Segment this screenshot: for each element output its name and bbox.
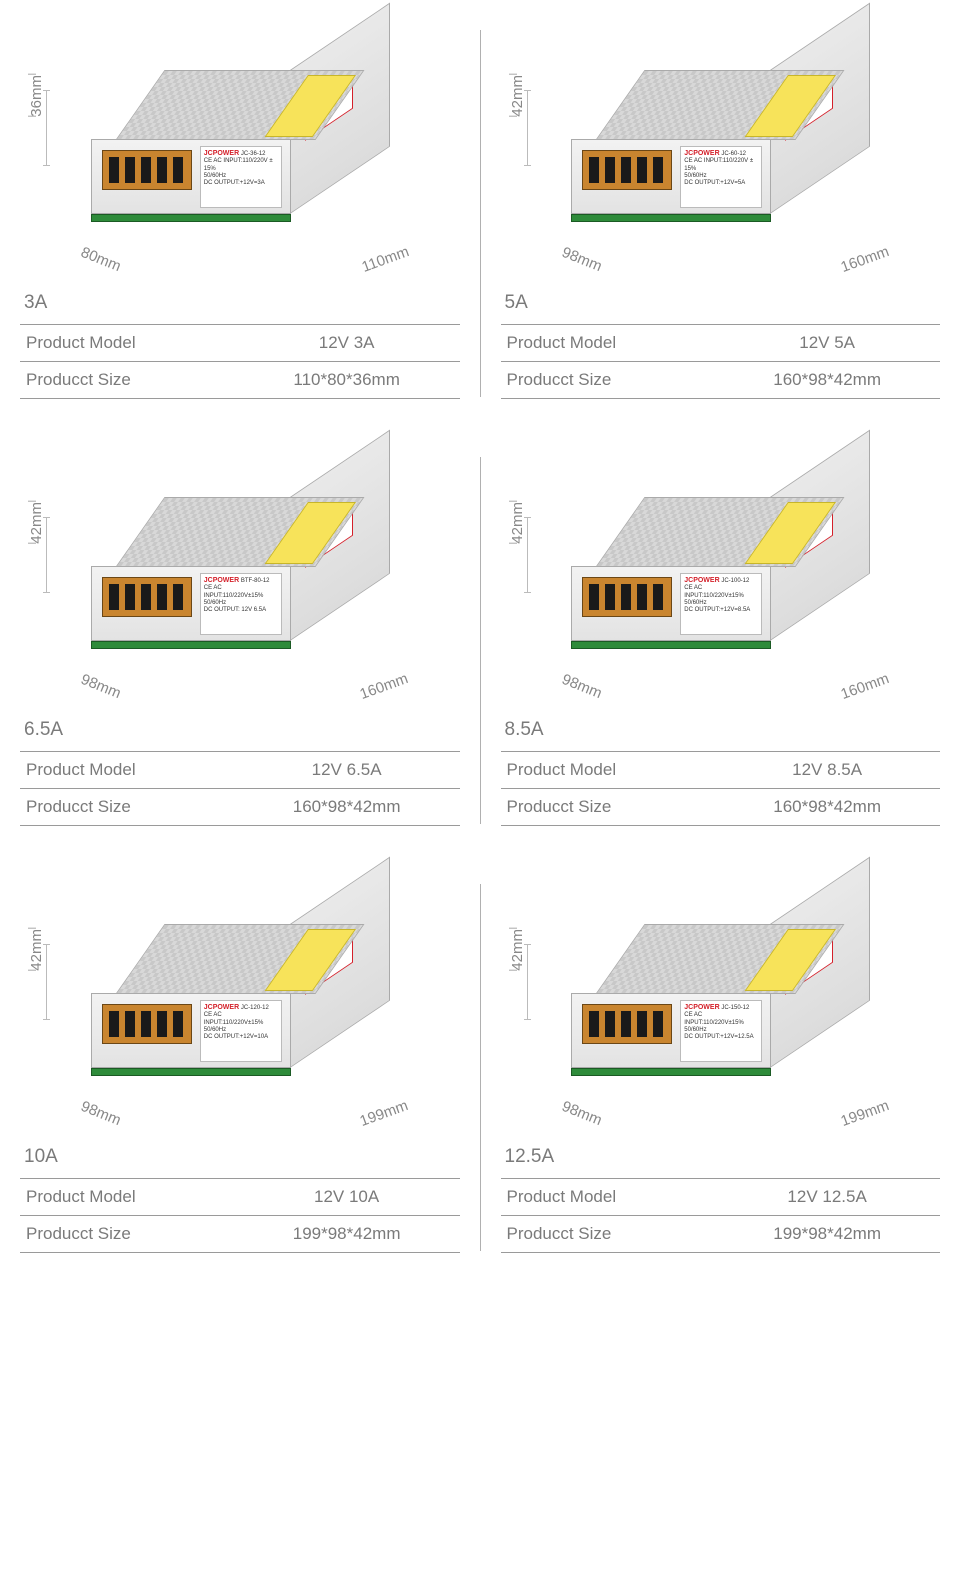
dim-height: 42mm — [28, 929, 45, 971]
table-row: Product Model 12V 10A — [20, 1178, 460, 1215]
terminal-block-icon — [582, 577, 672, 617]
row-value: 199*98*42mm — [720, 1224, 934, 1244]
terminal-block-icon — [582, 150, 672, 190]
table-row: Producct Size 199*98*42mm — [501, 1215, 941, 1253]
row-value: 12V 10A — [240, 1187, 454, 1207]
psu-label: JCPOWER JC-60-12 CE AC INPUT:110/220V ± … — [680, 146, 762, 208]
row-label: Producct Size — [507, 370, 721, 390]
row-label: Product Model — [26, 1187, 240, 1207]
dim-length: 199mm — [358, 1097, 411, 1130]
dim-width: 98mm — [78, 671, 123, 702]
spec-title: 10A — [20, 1140, 460, 1178]
row-value: 160*98*42mm — [240, 797, 454, 817]
dim-length: 160mm — [839, 243, 892, 276]
row-label: Producct Size — [26, 797, 240, 817]
spec-table: 5A Product Model 12V 5A Producct Size 16… — [501, 286, 941, 399]
product-cell: 36mm PASSQC:5 JCPOWER JC-36-12 CE AC INP… — [0, 0, 480, 427]
row-value: 12V 3A — [240, 333, 454, 353]
row-value: 12V 6.5A — [240, 760, 454, 780]
product-cell: 42mm PASSQC:5 JCPOWER JC-60-12 CE AC INP… — [481, 0, 960, 427]
row-value: 160*98*42mm — [720, 797, 934, 817]
dim-length: 199mm — [839, 1097, 892, 1130]
psu-illustration: PASSQC:5 JCPOWER JC-36-12 CE AC INPUT:11… — [100, 70, 380, 230]
spec-table: 10A Product Model 12V 10A Producct Size … — [20, 1140, 460, 1253]
row-label: Producct Size — [507, 1224, 721, 1244]
dim-width: 98mm — [78, 1098, 123, 1129]
spec-table: 12.5A Product Model 12V 12.5A Producct S… — [501, 1140, 941, 1253]
terminal-block-icon — [102, 577, 192, 617]
dim-length: 160mm — [358, 670, 411, 703]
table-row: Product Model 12V 6.5A — [20, 751, 460, 788]
row-label: Product Model — [507, 1187, 721, 1207]
product-image: 42mm PASSQC:5 JCPOWER JC-120-12 CE AC IN… — [20, 874, 460, 1134]
row-label: Product Model — [26, 760, 240, 780]
dim-width: 98mm — [559, 244, 604, 275]
spec-title: 8.5A — [501, 713, 941, 751]
row-label: Product Model — [507, 760, 721, 780]
row-label: Product Model — [26, 333, 240, 353]
table-row: Producct Size 160*98*42mm — [20, 788, 460, 826]
dim-length: 160mm — [839, 670, 892, 703]
psu-illustration: PASSQC:5 JCPOWER JC-150-12 CE AC INPUT:1… — [580, 924, 860, 1084]
dim-width: 98mm — [559, 1098, 604, 1129]
dim-height: 42mm — [509, 929, 526, 971]
dim-length: 110mm — [359, 243, 411, 276]
product-cell: 42mm PASSQC:5 JCPOWER JC-150-12 CE AC IN… — [481, 854, 960, 1281]
row-label: Producct Size — [26, 370, 240, 390]
row-value: 160*98*42mm — [720, 370, 934, 390]
psu-label: JCPOWER BTF-80-12 CE AC INPUT:110/220V±1… — [200, 573, 282, 635]
product-cell: 42mm PASSQC:5 JCPOWER JC-120-12 CE AC IN… — [0, 854, 480, 1281]
product-cell: 42mm PASSQC:5 JCPOWER JC-100-12 CE AC IN… — [481, 427, 960, 854]
spec-title: 5A — [501, 286, 941, 324]
table-row: Producct Size 160*98*42mm — [501, 788, 941, 826]
table-row: Product Model 12V 12.5A — [501, 1178, 941, 1215]
table-row: Producct Size 199*98*42mm — [20, 1215, 460, 1253]
table-row: Product Model 12V 3A — [20, 324, 460, 361]
psu-label: JCPOWER JC-36-12 CE AC INPUT:110/220V ± … — [200, 146, 282, 208]
row-label: Product Model — [507, 333, 721, 353]
dim-width: 80mm — [78, 244, 123, 275]
dim-height: 42mm — [28, 502, 45, 544]
psu-illustration: PASSQC:5 JCPOWER BTF-80-12 CE AC INPUT:1… — [100, 497, 380, 657]
product-grid: 36mm PASSQC:5 JCPOWER JC-36-12 CE AC INP… — [0, 0, 960, 1281]
psu-label: JCPOWER JC-150-12 CE AC INPUT:110/220V±1… — [680, 1000, 762, 1062]
spec-title: 12.5A — [501, 1140, 941, 1178]
terminal-block-icon — [102, 150, 192, 190]
psu-label: JCPOWER JC-120-12 CE AC INPUT:110/220V±1… — [200, 1000, 282, 1062]
psu-illustration: PASSQC:5 JCPOWER JC-60-12 CE AC INPUT:11… — [580, 70, 860, 230]
psu-illustration: PASSQC:5 JCPOWER JC-120-12 CE AC INPUT:1… — [100, 924, 380, 1084]
row-value: 199*98*42mm — [240, 1224, 454, 1244]
table-row: Product Model 12V 5A — [501, 324, 941, 361]
psu-illustration: PASSQC:5 JCPOWER JC-100-12 CE AC INPUT:1… — [580, 497, 860, 657]
spec-table: 6.5A Product Model 12V 6.5A Producct Siz… — [20, 713, 460, 826]
product-cell: 42mm PASSQC:5 JCPOWER BTF-80-12 CE AC IN… — [0, 427, 480, 854]
spec-table: 8.5A Product Model 12V 8.5A Producct Siz… — [501, 713, 941, 826]
terminal-block-icon — [582, 1004, 672, 1044]
dim-height: 42mm — [509, 75, 526, 117]
psu-label: JCPOWER JC-100-12 CE AC INPUT:110/220V±1… — [680, 573, 762, 635]
row-value: 12V 5A — [720, 333, 934, 353]
spec-title: 6.5A — [20, 713, 460, 751]
product-image: 36mm PASSQC:5 JCPOWER JC-36-12 CE AC INP… — [20, 20, 460, 280]
row-value: 12V 12.5A — [720, 1187, 934, 1207]
row-label: Producct Size — [26, 1224, 240, 1244]
row-value: 12V 8.5A — [720, 760, 934, 780]
product-image: 42mm PASSQC:5 JCPOWER JC-60-12 CE AC INP… — [501, 20, 941, 280]
product-image: 42mm PASSQC:5 JCPOWER BTF-80-12 CE AC IN… — [20, 447, 460, 707]
dim-height: 42mm — [509, 502, 526, 544]
product-image: 42mm PASSQC:5 JCPOWER JC-150-12 CE AC IN… — [501, 874, 941, 1134]
dim-height: 36mm — [28, 75, 45, 117]
row-value: 110*80*36mm — [240, 370, 454, 390]
dim-width: 98mm — [559, 671, 604, 702]
table-row: Producct Size 160*98*42mm — [501, 361, 941, 399]
spec-title: 3A — [20, 286, 460, 324]
product-image: 42mm PASSQC:5 JCPOWER JC-100-12 CE AC IN… — [501, 447, 941, 707]
terminal-block-icon — [102, 1004, 192, 1044]
table-row: Producct Size 110*80*36mm — [20, 361, 460, 399]
table-row: Product Model 12V 8.5A — [501, 751, 941, 788]
spec-table: 3A Product Model 12V 3A Producct Size 11… — [20, 286, 460, 399]
row-label: Producct Size — [507, 797, 721, 817]
